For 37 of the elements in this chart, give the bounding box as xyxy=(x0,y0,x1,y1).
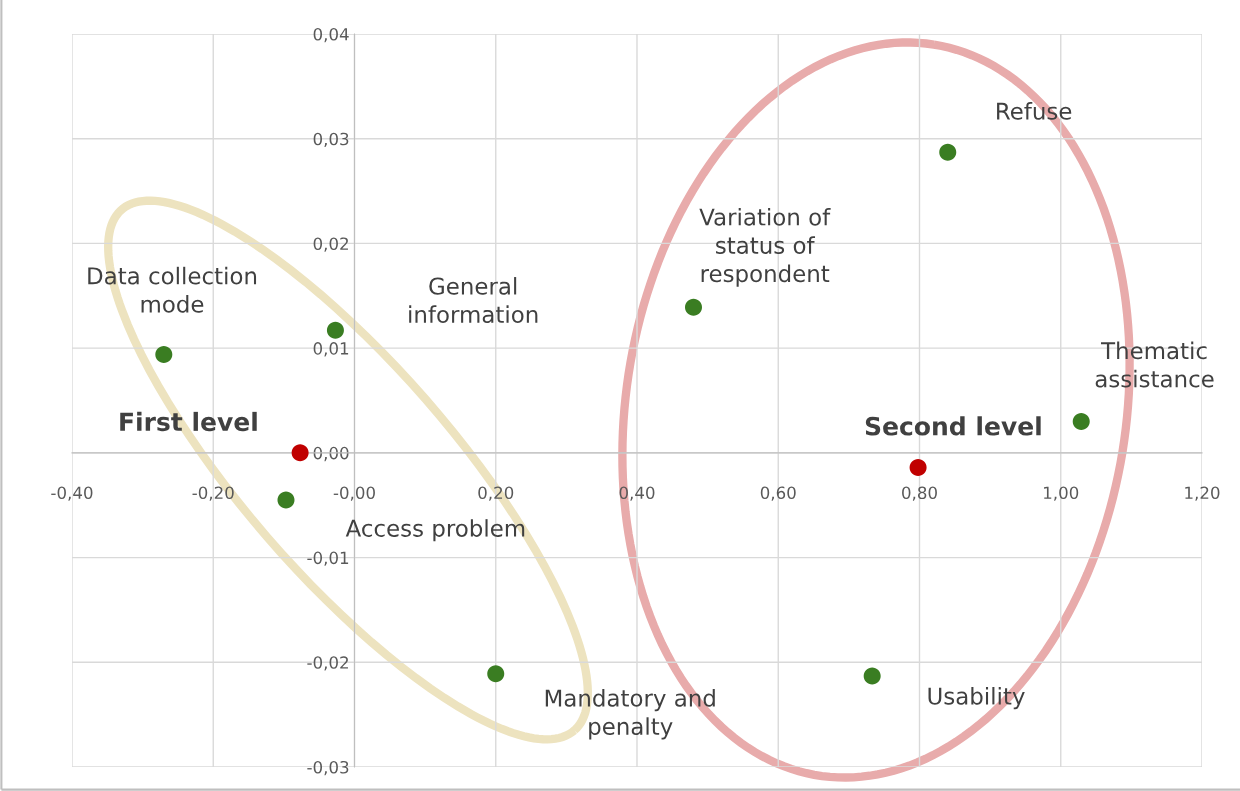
annotation: Refuse xyxy=(997,102,1072,120)
point xyxy=(863,667,881,685)
x-tick-label: 0,80 xyxy=(902,486,937,501)
point xyxy=(487,665,505,683)
x-tick-label: 1,00 xyxy=(1044,486,1079,501)
y-tick-label: -0,02 xyxy=(307,656,348,671)
annotation: Data collection mode xyxy=(88,266,257,313)
annotation: Second level xyxy=(865,416,1041,436)
x-tick-label: 0,40 xyxy=(619,486,655,501)
point xyxy=(155,345,173,363)
x-tick-label: 1,20 xyxy=(1185,486,1220,501)
x-tick-label: -0,20 xyxy=(192,486,234,501)
y-tick-label: 0,02 xyxy=(313,237,348,252)
y-tick-label: -0,03 xyxy=(307,760,349,776)
annotation: Thematic assistance xyxy=(1095,341,1214,388)
x-tick-label: -0,00 xyxy=(333,486,375,501)
y-tick-label: 0,00 xyxy=(313,446,349,462)
point xyxy=(326,321,344,339)
x-tick-label: 0,20 xyxy=(478,486,514,501)
point xyxy=(939,143,957,161)
annotation: Usability xyxy=(928,687,1025,710)
point xyxy=(1072,412,1090,430)
y-tick-label: 0,04 xyxy=(313,27,349,43)
annotation: First level xyxy=(120,411,257,432)
x-tick-label: -0,40 xyxy=(51,486,93,501)
y-tick-label: 0,03 xyxy=(313,132,349,147)
point xyxy=(909,459,927,477)
point xyxy=(684,298,703,316)
y-tick-label: -0,01 xyxy=(307,551,349,566)
point xyxy=(277,491,295,509)
annotation: General information xyxy=(409,277,538,324)
y-tick-label: 0,01 xyxy=(313,342,349,357)
annotation: Variation of status of respondent xyxy=(699,207,831,287)
x-tick-label: 0,60 xyxy=(760,486,796,501)
annotation: Access problem xyxy=(345,519,525,542)
annotation: Mandatory and penalty xyxy=(545,689,715,740)
point xyxy=(291,444,309,462)
